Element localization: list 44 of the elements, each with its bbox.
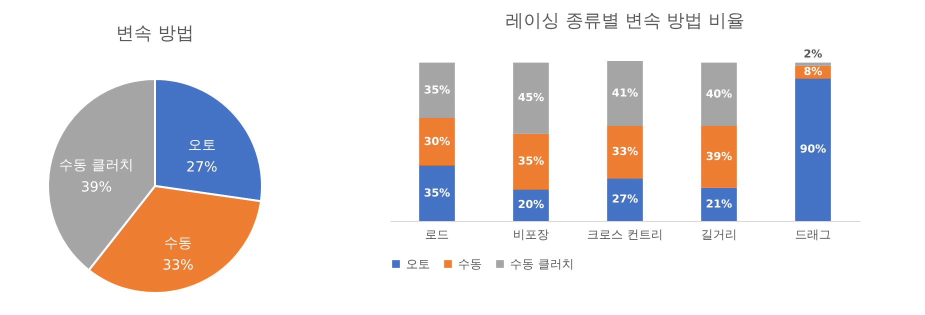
legend-label: 오토: [406, 257, 430, 271]
bar: [795, 78, 831, 221]
bar: [419, 62, 455, 118]
bar: [701, 62, 737, 126]
data-label: 8%: [804, 65, 822, 78]
x-tick-label: 로드: [425, 228, 449, 242]
slice-label: 수동 클러치: [59, 158, 134, 174]
data-label: 21%: [706, 197, 732, 210]
data-label: 33%: [162, 258, 194, 274]
bar: [419, 166, 455, 221]
bar: [795, 62, 831, 66]
data-label: 27%: [612, 192, 638, 206]
data-label: 35%: [518, 154, 544, 168]
x-tick-label: 드래그: [795, 228, 831, 242]
data-label: 35%: [424, 83, 450, 96]
chart-title: 레이싱 종류별 변속 방법 비율: [506, 10, 744, 32]
data-label: 45%: [518, 91, 544, 104]
x-tick-label: 크로스 컨트리: [587, 228, 663, 242]
legend-label: 수동: [458, 257, 482, 271]
bar: [513, 62, 549, 134]
bar: [607, 126, 643, 178]
data-label: 40%: [706, 87, 732, 100]
data-label: 35%: [424, 186, 450, 200]
bar: [513, 134, 549, 190]
data-label: 41%: [612, 86, 638, 100]
bar: [607, 61, 643, 126]
bar: [607, 178, 643, 221]
data-label: 39%: [80, 180, 112, 196]
data-label: 30%: [424, 134, 450, 148]
data-label: 39%: [706, 150, 732, 163]
bar: [701, 126, 737, 188]
data-label: 20%: [518, 198, 544, 212]
legend-label: 수동 클러치: [510, 257, 574, 271]
data-label: 33%: [612, 145, 638, 158]
x-tick-label: 비포장: [513, 228, 549, 242]
data-label: 2%: [804, 48, 822, 61]
x-tick-label: 길거리: [701, 228, 737, 242]
slice-label: 수동: [164, 236, 192, 252]
bar: [419, 118, 455, 166]
chart-title: 변속 방법: [116, 23, 194, 44]
bar: [701, 188, 737, 221]
data-label: 90%: [800, 142, 826, 156]
data-label: 27%: [186, 159, 218, 176]
slice-label: 오토: [188, 137, 216, 154]
